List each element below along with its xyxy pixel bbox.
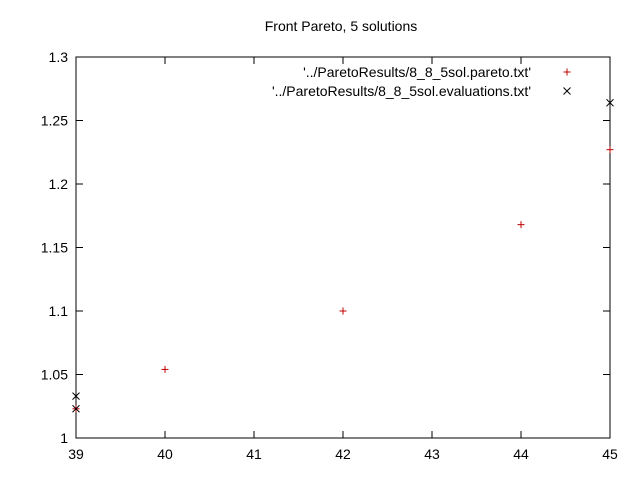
y-tick-label: 1.05 [41,367,68,383]
pareto-point [606,146,614,154]
x-tick-label: 44 [513,446,529,462]
pareto-point [161,365,169,373]
y-tick-label: 1 [60,430,68,446]
data-points [72,98,614,413]
pareto-point [517,221,525,229]
legend-entry-marker [563,87,571,95]
legend: '../ParetoResults/8_8_5sol.pareto.txt' '.… [272,64,571,99]
y-tick-label: 1.25 [41,113,68,129]
x-tick-label: 42 [335,446,351,462]
y-tick-label: 1.1 [49,303,69,319]
evaluation-point [606,98,614,107]
x-tick-label: 45 [602,446,618,462]
legend-entry-marker [563,68,571,76]
x-tick-label: 40 [157,446,173,462]
y-tick-label: 1.3 [49,49,69,65]
evaluation-point [72,404,80,413]
x-tick-label: 41 [246,446,262,462]
x-tick-label: 43 [424,446,440,462]
pareto-point [339,307,347,315]
plot-frame [75,56,611,439]
evaluation-point [72,392,80,400]
y-tick-label: 1.15 [41,240,68,256]
legend-entry-label: '../ParetoResults/8_8_5sol.evaluations.t… [272,83,531,99]
axis-tick-labels: 39 40 41 42 43 44 45 1 1.05 1.1 1.15 1.2 1.25 1.3 [41,49,618,462]
legend-entry-label: '../ParetoResults/8_8_5sol.pareto.txt' [303,64,531,80]
axis-ticks [75,56,611,439]
y-tick-label: 1.2 [49,176,69,192]
chart-title: Front Pareto, 5 solutions [265,18,418,34]
x-tick-label: 39 [68,446,84,462]
